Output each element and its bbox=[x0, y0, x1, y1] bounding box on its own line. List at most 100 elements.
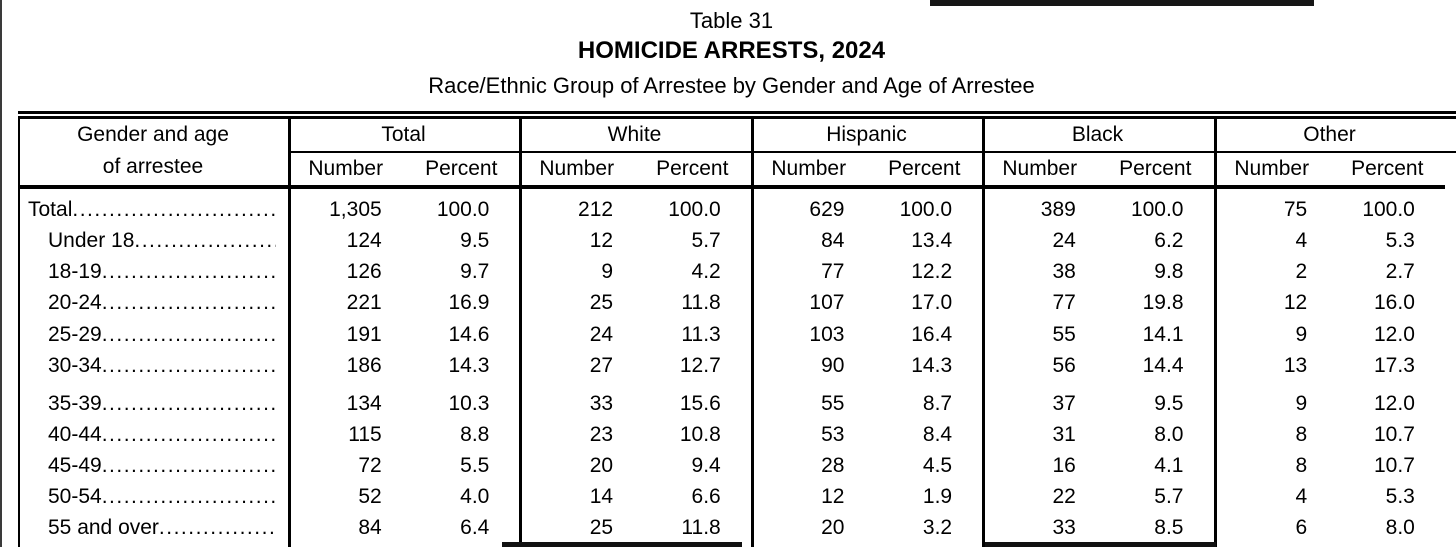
row-label: 55 and over.............................… bbox=[48, 516, 276, 539]
cell: 5.5 bbox=[460, 454, 490, 477]
cell: 9.7 bbox=[460, 260, 490, 283]
cell: 4.2 bbox=[691, 260, 721, 283]
row-label: Total...................................… bbox=[28, 198, 276, 221]
cell: 1,305 bbox=[329, 198, 382, 221]
scan-artifact-bottom-bar bbox=[985, 542, 1216, 547]
cell: 33 bbox=[589, 392, 614, 415]
cell: 12.0 bbox=[1374, 392, 1415, 415]
percent-column-header: Percent bbox=[425, 157, 498, 180]
row-header-cell: Gender and age of arrestee bbox=[18, 119, 288, 183]
table-row-50-54: 50-54...................................… bbox=[18, 484, 1445, 510]
cell: 13.4 bbox=[911, 229, 953, 252]
cell: 8.5 bbox=[1154, 516, 1184, 539]
cell: 24 bbox=[589, 323, 614, 346]
cell: 33 bbox=[1052, 516, 1076, 539]
top-double-rule-lower bbox=[18, 116, 1456, 119]
cell: 16.4 bbox=[911, 323, 953, 346]
percent-column-header: Percent bbox=[888, 157, 961, 180]
number-column-header: Number bbox=[771, 157, 847, 180]
cell: 10.7 bbox=[1374, 423, 1415, 446]
cell: 5.7 bbox=[1154, 485, 1184, 508]
table-title: HOMICIDE ARRESTS, 2024 bbox=[577, 37, 886, 64]
percent-column-header: Percent bbox=[1119, 157, 1192, 180]
table-row-18-19: 18-19...................................… bbox=[18, 259, 1445, 285]
cell: 11.8 bbox=[681, 291, 721, 314]
cell: 191 bbox=[346, 323, 382, 346]
table-row-55-and-over: 55 and over.............................… bbox=[18, 515, 1445, 541]
cell: 186 bbox=[346, 354, 382, 377]
cell: 8 bbox=[1295, 454, 1308, 477]
cell: 2.7 bbox=[1385, 260, 1415, 283]
cell: 17.3 bbox=[1374, 354, 1415, 377]
dot-leader: ........................................… bbox=[158, 516, 276, 539]
table-row-20-24: 20-24...................................… bbox=[18, 290, 1445, 316]
cell: 100.0 bbox=[668, 198, 721, 221]
subheader-black: Number Percent bbox=[982, 153, 1213, 185]
cell: 23 bbox=[589, 423, 614, 446]
number-column-header: Number bbox=[1234, 157, 1310, 180]
cell: 37 bbox=[1052, 392, 1076, 415]
cell: 221 bbox=[346, 291, 382, 314]
dot-leader: ........................................… bbox=[101, 423, 276, 446]
cell: 6 bbox=[1295, 516, 1308, 539]
column-separator bbox=[982, 117, 985, 547]
cell: 1.9 bbox=[922, 485, 953, 508]
cell: 14 bbox=[589, 485, 614, 508]
cell: 77 bbox=[1052, 291, 1076, 314]
cell: 9 bbox=[1295, 323, 1308, 346]
table-number: Table 31 bbox=[689, 8, 774, 33]
cell: 12.7 bbox=[679, 354, 721, 377]
group-header-black: Black bbox=[1071, 123, 1124, 146]
cell: 13 bbox=[1283, 354, 1308, 377]
dot-leader: ........................................… bbox=[101, 323, 276, 346]
row-label: 25-29...................................… bbox=[48, 323, 276, 346]
table-subtitle: Race/Ethnic Group of Arrestee by Gender … bbox=[428, 73, 1035, 98]
cell: 100.0 bbox=[1362, 198, 1415, 221]
cell: 52 bbox=[358, 485, 382, 508]
cell: 8 bbox=[1295, 423, 1308, 446]
cell: 20 bbox=[589, 454, 614, 477]
cell: 107 bbox=[809, 291, 845, 314]
cell: 20 bbox=[821, 516, 845, 539]
cell: 4.0 bbox=[460, 485, 490, 508]
cell: 19.8 bbox=[1142, 291, 1184, 314]
column-separator bbox=[288, 117, 291, 547]
row-label: 40-44...................................… bbox=[48, 423, 276, 446]
table-left-border bbox=[18, 117, 20, 547]
group-header-white: White bbox=[607, 123, 662, 146]
cell: 17.0 bbox=[911, 291, 953, 314]
cell: 103 bbox=[809, 323, 845, 346]
cell: 100.0 bbox=[436, 198, 490, 221]
cell: 22 bbox=[1052, 485, 1076, 508]
cell: 4 bbox=[1295, 485, 1308, 508]
cell: 12 bbox=[1283, 291, 1308, 314]
cell: 3.2 bbox=[922, 516, 953, 539]
row-header-line2: of arrestee bbox=[102, 155, 204, 178]
cell: 14.4 bbox=[1142, 354, 1184, 377]
cell: 15.6 bbox=[679, 392, 721, 415]
number-column-header: Number bbox=[308, 157, 384, 180]
cell: 11.8 bbox=[681, 516, 721, 539]
dot-leader: ........................................… bbox=[101, 291, 276, 314]
group-header-hispanic: Hispanic bbox=[826, 123, 907, 146]
group-header-other: Other bbox=[1303, 123, 1356, 146]
cell: 56 bbox=[1052, 354, 1076, 377]
dot-leader: ........................................… bbox=[101, 354, 276, 377]
percent-column-header: Percent bbox=[1351, 157, 1424, 180]
table-row-under-18: Under 18................................… bbox=[18, 228, 1445, 254]
dot-leader: ........................................… bbox=[101, 454, 276, 477]
cell: 14.1 bbox=[1142, 323, 1184, 346]
dot-leader: ........................................… bbox=[72, 198, 276, 221]
cell: 124 bbox=[346, 229, 382, 252]
row-label: 20-24...................................… bbox=[48, 291, 276, 314]
percent-column-header: Percent bbox=[656, 157, 729, 180]
table-row-30-34: 30-34...................................… bbox=[18, 353, 1445, 379]
cell: 8.4 bbox=[922, 423, 953, 446]
table-row-35-39: 35-39...................................… bbox=[18, 391, 1445, 417]
cell: 16 bbox=[1052, 454, 1076, 477]
cell: 4.5 bbox=[922, 454, 953, 477]
cell: 16.9 bbox=[448, 291, 490, 314]
cell: 6.6 bbox=[691, 485, 721, 508]
subheader-hispanic: Number Percent bbox=[751, 153, 982, 185]
